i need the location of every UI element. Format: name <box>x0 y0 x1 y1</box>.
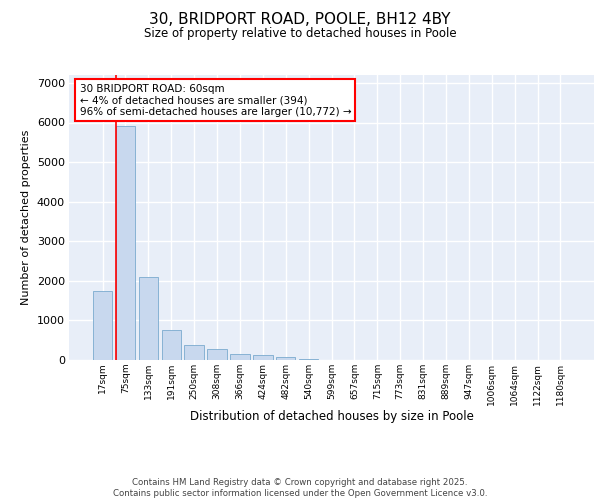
Bar <box>161 330 181 360</box>
Bar <box>230 354 250 360</box>
Bar <box>276 357 295 360</box>
X-axis label: Distribution of detached houses by size in Poole: Distribution of detached houses by size … <box>190 410 473 424</box>
Text: 30, BRIDPORT ROAD, POOLE, BH12 4BY: 30, BRIDPORT ROAD, POOLE, BH12 4BY <box>149 12 451 28</box>
Y-axis label: Number of detached properties: Number of detached properties <box>21 130 31 305</box>
Bar <box>184 346 204 360</box>
Text: 30 BRIDPORT ROAD: 60sqm
← 4% of detached houses are smaller (394)
96% of semi-de: 30 BRIDPORT ROAD: 60sqm ← 4% of detached… <box>79 84 351 116</box>
Text: Size of property relative to detached houses in Poole: Size of property relative to detached ho… <box>143 28 457 40</box>
Bar <box>299 359 319 360</box>
Bar <box>253 355 272 360</box>
Bar <box>139 277 158 360</box>
Bar <box>208 350 227 360</box>
Bar <box>116 126 135 360</box>
Bar <box>93 290 112 360</box>
Text: Contains HM Land Registry data © Crown copyright and database right 2025.
Contai: Contains HM Land Registry data © Crown c… <box>113 478 487 498</box>
